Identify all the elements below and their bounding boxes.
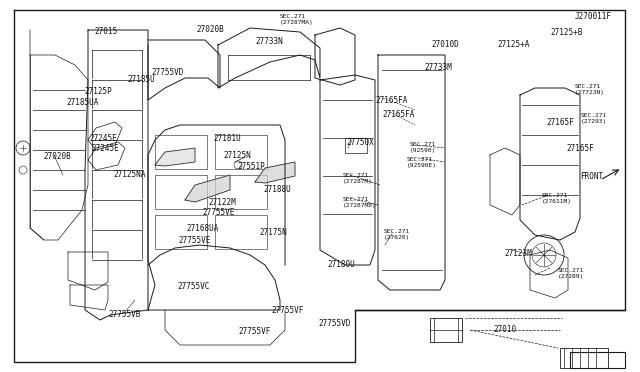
Text: 27165FA: 27165FA — [382, 110, 414, 119]
Text: FRONT: FRONT — [580, 172, 603, 181]
Text: 27185UA: 27185UA — [66, 98, 99, 107]
Bar — [215, 215, 267, 249]
Text: 27010D: 27010D — [431, 40, 459, 49]
Text: 27015: 27015 — [94, 27, 117, 36]
Bar — [560, 348, 608, 368]
Text: 27180U: 27180U — [327, 260, 355, 269]
Text: 27165F: 27165F — [546, 118, 573, 127]
Text: 27188U: 27188U — [263, 185, 291, 194]
Bar — [155, 135, 207, 169]
Text: 27122M: 27122M — [208, 198, 236, 207]
Text: 27020B: 27020B — [196, 25, 224, 34]
Text: 27185U: 27185U — [127, 75, 155, 84]
Polygon shape — [255, 162, 295, 183]
Text: 27125NA: 27125NA — [113, 170, 145, 179]
Bar — [155, 175, 207, 209]
Text: 27125+B: 27125+B — [550, 28, 582, 37]
Bar — [215, 135, 267, 169]
Text: SEC.271
(27287MB): SEC.271 (27287MB) — [343, 197, 377, 208]
Text: 27245E: 27245E — [89, 134, 116, 143]
Text: 27755VE: 27755VE — [178, 236, 211, 245]
Text: SEC.271
(27620): SEC.271 (27620) — [384, 229, 410, 240]
Text: 27020B: 27020B — [43, 152, 71, 161]
Text: 27755VE: 27755VE — [202, 208, 234, 217]
Text: 27125N: 27125N — [223, 151, 251, 160]
Text: J270011F: J270011F — [575, 12, 612, 21]
Text: 27175N: 27175N — [259, 228, 287, 237]
Text: 27010: 27010 — [493, 325, 516, 334]
Text: 27755VD: 27755VD — [318, 319, 350, 328]
Polygon shape — [185, 175, 230, 202]
Bar — [215, 175, 267, 209]
Text: 27165F: 27165F — [566, 144, 594, 153]
Text: 27181U: 27181U — [213, 134, 241, 143]
Bar — [570, 352, 625, 368]
Text: 27245E: 27245E — [91, 144, 119, 153]
Bar — [155, 215, 207, 249]
Text: 27755VC: 27755VC — [177, 282, 209, 291]
Text: SEC.271
(27289): SEC.271 (27289) — [558, 268, 584, 279]
Text: SEC.271
(92590): SEC.271 (92590) — [410, 142, 436, 153]
Bar — [345, 138, 367, 153]
Text: SEC.271
(27287M): SEC.271 (27287M) — [343, 173, 373, 184]
Text: 27755VB: 27755VB — [108, 310, 140, 319]
Text: 27551P: 27551P — [237, 162, 265, 171]
Text: 27755VD: 27755VD — [151, 68, 184, 77]
Text: SEC.271
(27723N): SEC.271 (27723N) — [575, 84, 605, 95]
Text: SEC.271
(27293): SEC.271 (27293) — [581, 113, 607, 124]
Polygon shape — [155, 148, 195, 166]
Text: 27755VF: 27755VF — [271, 306, 303, 315]
Text: 27733N: 27733N — [255, 37, 283, 46]
Text: 27125P: 27125P — [84, 87, 112, 96]
Text: 27750X: 27750X — [346, 138, 374, 147]
Text: 27755VF: 27755VF — [238, 327, 270, 336]
Bar — [430, 318, 462, 342]
Text: 27168UA: 27168UA — [186, 224, 218, 233]
Text: 27165FA: 27165FA — [375, 96, 408, 105]
Text: SEC.271
(92590E): SEC.271 (92590E) — [407, 157, 437, 168]
Text: 27123M: 27123M — [504, 249, 532, 258]
Text: 27733M: 27733M — [424, 63, 452, 72]
Text: SEC.271
(27287MA): SEC.271 (27287MA) — [280, 14, 314, 25]
Text: SEC.271
(27611M): SEC.271 (27611M) — [542, 193, 572, 204]
Text: 27125+A: 27125+A — [497, 40, 529, 49]
